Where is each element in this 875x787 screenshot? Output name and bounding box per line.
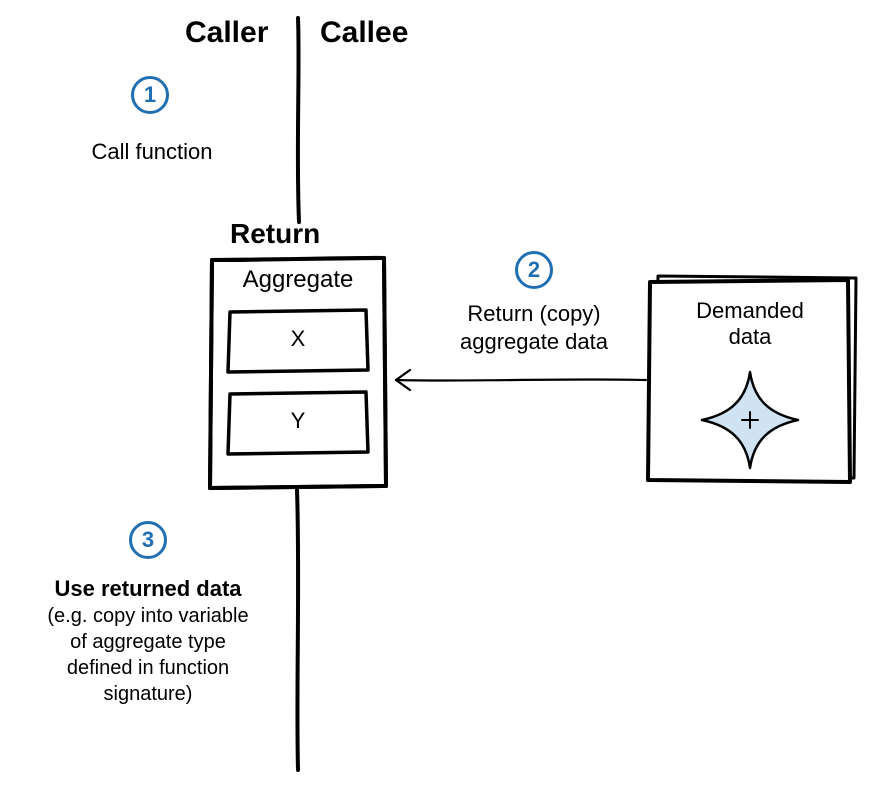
diagram-stage: Caller Callee 1 Call function Return Agg…	[0, 0, 875, 787]
step-3-badge: 3	[129, 521, 167, 559]
step-3-sub4: signature)	[20, 682, 276, 706]
demanded-label-line1: Demanded	[660, 298, 840, 324]
step-3-label: Use returned data	[30, 575, 266, 603]
step-3-number: 3	[142, 527, 154, 553]
step-3-sub3: defined in function	[20, 656, 276, 680]
step-3-sub2: of aggregate type	[20, 630, 276, 654]
demanded-label-line2: data	[660, 324, 840, 350]
step-3-sub1: (e.g. copy into variable	[20, 604, 276, 628]
